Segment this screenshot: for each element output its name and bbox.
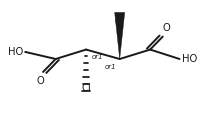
Text: HO: HO (8, 47, 23, 57)
Text: or1: or1 (104, 64, 116, 70)
Text: HO: HO (182, 54, 197, 64)
Polygon shape (115, 12, 125, 59)
Text: or1: or1 (91, 54, 103, 60)
Text: Cl: Cl (115, 17, 125, 27)
Text: Cl: Cl (81, 83, 91, 93)
Text: O: O (36, 76, 44, 86)
Text: O: O (162, 23, 170, 33)
